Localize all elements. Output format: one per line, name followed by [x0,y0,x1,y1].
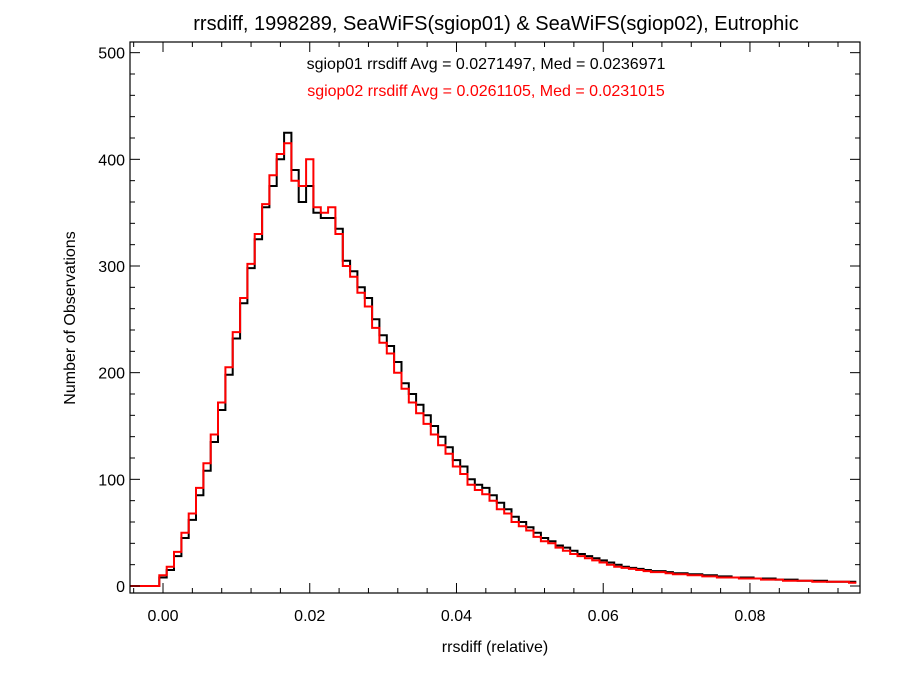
y-tick-label: 100 [98,472,125,489]
annotation-sgiop01: sgiop01 rrsdiff Avg = 0.0271497, Med = 0… [307,56,666,73]
y-tick-label: 0 [116,579,125,596]
y-tick-label: 300 [98,259,125,276]
x-tick-label: 0.08 [734,608,765,625]
plot-area [130,131,857,587]
y-tick-label: 500 [98,46,125,63]
x-tick-label: 0.00 [147,608,178,625]
y-tick-label: 200 [98,366,125,383]
axis-ticks: 0.00 0.02 0.04 0.06 0.08 0 100 200 300 400 500 [98,42,860,625]
y-axis-label: Number of Observations [62,231,79,404]
x-axis-label: rrsdiff (relative) [442,639,548,656]
plot-frame [129,41,861,594]
chart-title: rrsdiff, 1998289, SeaWiFS(sgiop01) & Sea… [193,13,798,35]
x-tick-label: 0.06 [588,608,619,625]
histogram-series-1 [130,131,857,587]
x-tick-label: 0.04 [441,608,472,625]
annotation-sgiop02: sgiop02 rrsdiff Avg = 0.0261105, Med = 0… [307,83,665,100]
x-tick-label: 0.02 [294,608,325,625]
histogram-series-2 [130,142,857,587]
y-tick-label: 400 [98,152,125,169]
